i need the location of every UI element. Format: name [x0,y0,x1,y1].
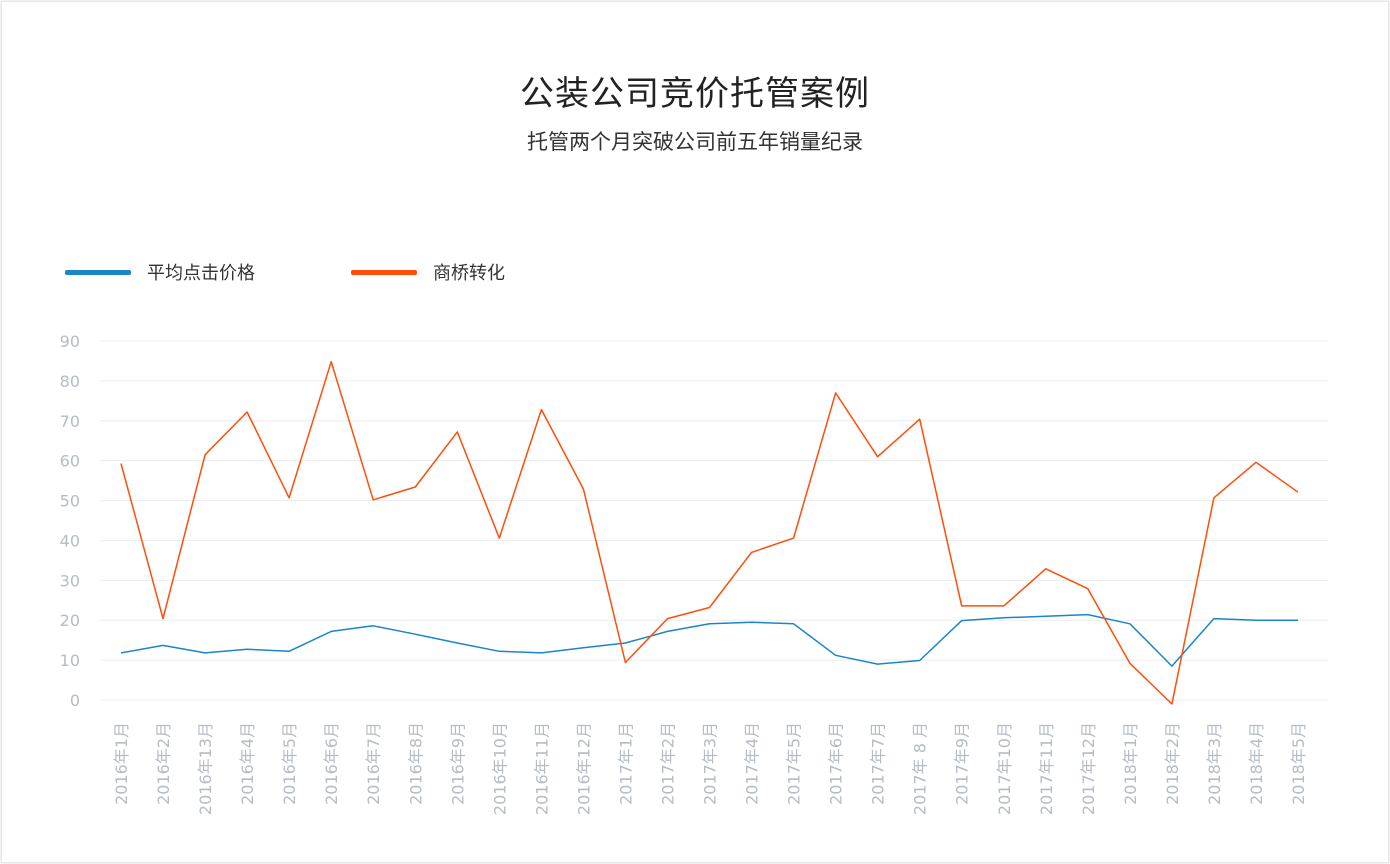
y-tick-label: 70 [60,412,80,431]
x-tick-label: 2017年4月 [743,722,762,805]
x-tick-label: 2016年7月 [364,722,383,805]
legend-label-series-2: 商桥转化 [433,263,505,284]
legend-item-series-2[interactable]: 商桥转化 [351,258,505,286]
legend-label-series-1: 平均点击价格 [147,263,255,284]
y-tick-label: 50 [60,492,80,511]
x-tick-label: 2018年3月 [1205,722,1224,805]
x-tick-label: 2016年6月 [322,722,341,805]
x-tick-label: 2017年 8 月 [911,722,930,815]
y-tick-label: 90 [60,332,80,351]
chart-subtitle: 托管两个月突破公司前五年销量纪录 [527,130,863,154]
x-tick-label: 2017年10月 [995,722,1014,815]
y-tick-label: 10 [60,651,80,670]
x-tick-label: 2018年5月 [1289,722,1308,805]
x-tick-label: 2018年4月 [1247,722,1266,805]
x-tick-label: 2018年1月 [1121,722,1140,805]
legend-swatch-series-1 [65,269,131,275]
x-tick-label: 2018年2月 [1163,722,1182,805]
x-tick-label: 2016年9月 [448,722,467,805]
series-line-1 [120,613,1298,667]
x-tick-label: 2016年13月 [196,722,215,815]
x-tick-label: 2017年1月 [616,722,635,805]
x-tick-label: 2017年11月 [1037,722,1056,815]
legend-item-series-1[interactable]: 平均点击价格 [65,258,255,286]
legend-swatch-series-2 [351,269,417,275]
x-tick-label: 2017年5月 [785,722,804,805]
x-tick-label: 2016年10月 [490,722,509,815]
y-tick-label: 40 [60,531,80,550]
x-tick-label: 2017年12月 [1079,722,1098,815]
x-tick-label: 2017年9月 [953,722,972,805]
chart-title: 公装公司竞价托管案例 [520,74,870,114]
y-tick-label: 0 [70,691,80,710]
x-tick-label: 2016年1月 [112,722,131,805]
x-tick-label: 2016年4月 [238,722,257,805]
x-tick-label: 2016年8月 [406,722,425,805]
y-tick-label: 80 [60,372,80,391]
x-tick-label: 2017年3月 [701,722,720,805]
y-tick-label: 60 [60,452,80,471]
y-tick-label: 20 [60,611,80,630]
x-tick-label: 2017年6月 [827,722,846,805]
x-tick-label: 2017年7月 [869,722,888,805]
x-tick-label: 2016年2月 [154,722,173,805]
series-line-2 [120,360,1299,705]
x-tick-label: 2016年11月 [532,722,551,815]
y-tick-label: 30 [60,571,80,590]
x-tick-label: 2017年2月 [658,722,677,805]
x-tick-label: 2016年12月 [574,722,593,815]
x-tick-label: 2016年5月 [280,722,299,805]
